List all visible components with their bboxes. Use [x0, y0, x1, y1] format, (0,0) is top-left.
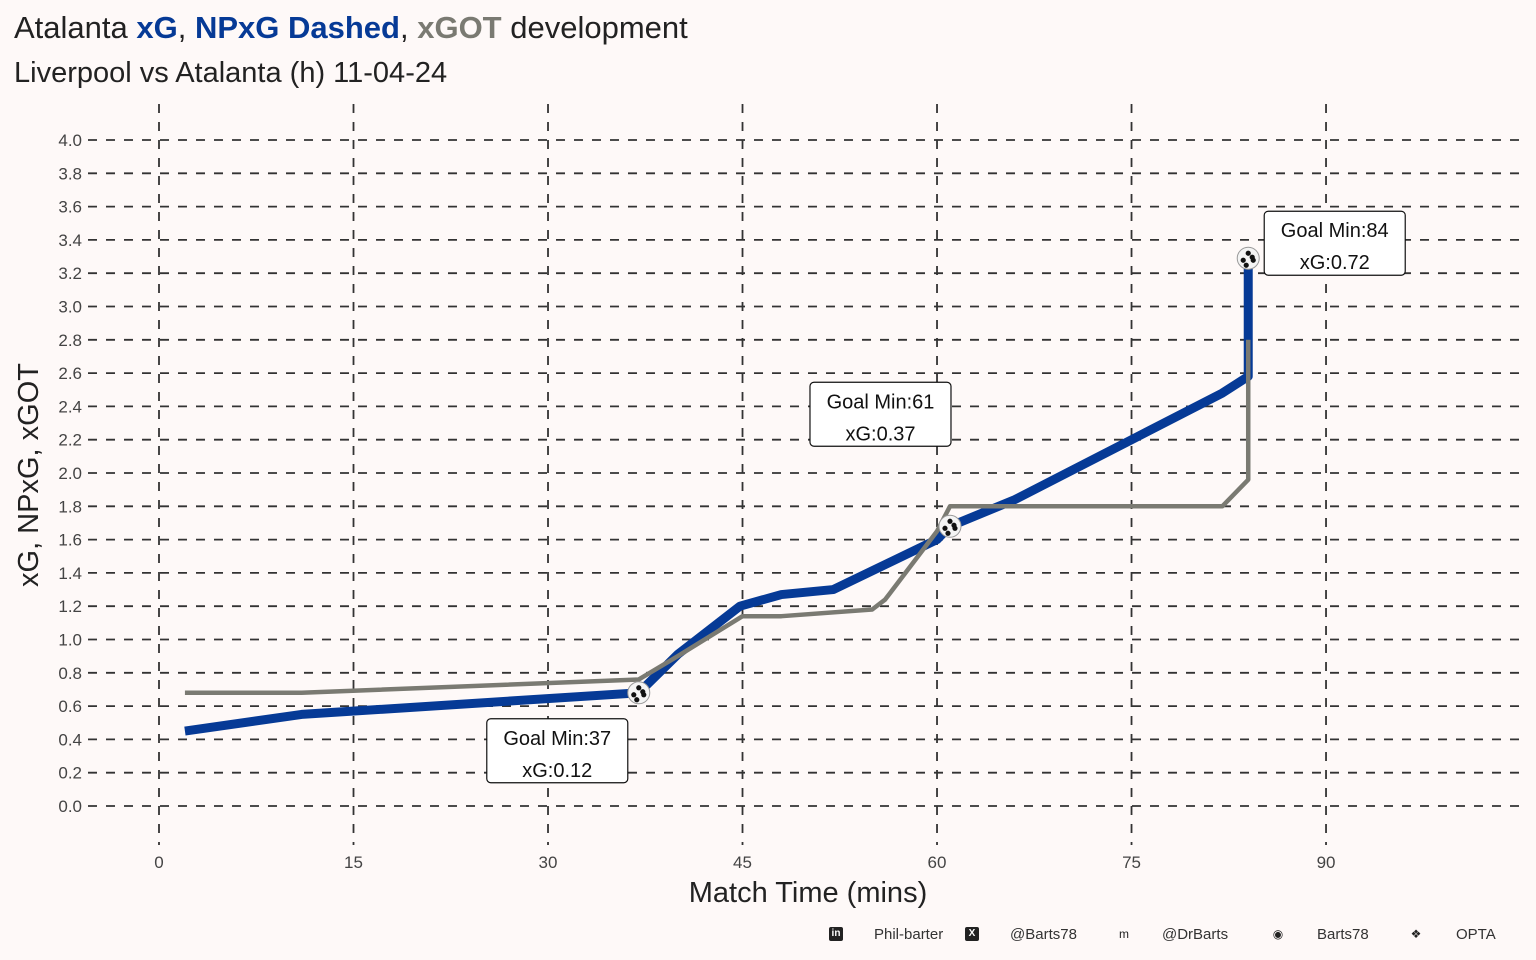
y-tick-label: 1.8: [58, 497, 82, 516]
x-tick-label: 30: [539, 853, 558, 872]
y-tick-label: 2.2: [58, 431, 82, 450]
goal-marker: [938, 514, 962, 538]
football-icon: [627, 681, 651, 705]
x-tick-label: 75: [1122, 853, 1141, 872]
football-patch: [947, 518, 953, 524]
football-patch: [942, 525, 948, 531]
goal-annotation-box: [486, 718, 629, 784]
goal-annotation-box: [809, 381, 952, 447]
football-patch: [1245, 250, 1251, 256]
x-tick-label: 60: [928, 853, 947, 872]
football-patch: [1243, 262, 1249, 268]
chart-subtitle: Liverpool vs Atalanta (h) 11-04-24: [14, 57, 448, 89]
football-patch: [634, 697, 640, 703]
goal-annotation-minute: Goal Min:37: [503, 728, 611, 750]
x-tick-label: 0: [154, 853, 163, 872]
y-tick-label: 2.4: [58, 397, 82, 416]
y-tick-label: 1.0: [58, 631, 82, 650]
y-tick-label: 0.0: [58, 797, 82, 816]
dropbox-icon: ❖: [1410, 927, 1422, 941]
footer-credit-text: @Barts78: [1010, 926, 1077, 943]
y-tick-label: 3.4: [58, 231, 82, 250]
title-sep: ,: [177, 10, 195, 45]
y-axis-label: xG, NPxG, xGOT: [13, 363, 45, 587]
y-tick-label: 2.8: [58, 331, 82, 350]
title-xgot: xGOT: [417, 10, 502, 45]
footer-credit-text: Barts78: [1317, 926, 1369, 943]
goal-annotation-box: [1263, 210, 1406, 276]
title-npxg: NPxG Dashed: [194, 10, 400, 45]
goal-annotation-minute: Goal Min:61: [827, 391, 935, 413]
y-tick-label: 0.8: [58, 664, 82, 683]
y-tick-label: 0.4: [58, 730, 82, 749]
goal-annotation-xg: xG:0.72: [1300, 252, 1370, 274]
football-patch: [1240, 257, 1246, 263]
y-tick-label: 4.0: [58, 131, 82, 150]
title-xg: xG: [136, 10, 178, 45]
x-axis-label: Match Time (mins): [689, 877, 927, 909]
y-tick-label: 0.2: [58, 764, 82, 783]
football-icon: [938, 514, 962, 538]
title-suffix: development: [501, 10, 688, 45]
x-tick-label: 15: [344, 853, 363, 872]
github-icon: ◉: [1272, 927, 1284, 941]
y-tick-label: 1.6: [58, 531, 82, 550]
chart-title: Atalanta xG, NPxG Dashed, xGOT developme…: [14, 10, 688, 46]
goal-annotation-xg: xG:0.37: [845, 423, 915, 445]
y-tick-label: 1.2: [58, 597, 82, 616]
x-tick-label: 45: [733, 853, 752, 872]
football-patch: [1249, 254, 1255, 260]
football-patch: [640, 689, 646, 695]
football-icon: [1236, 246, 1260, 270]
footer-credit-text: OPTA: [1456, 926, 1496, 943]
x-tick-label: 90: [1317, 853, 1336, 872]
footer-credit-text: @DrBarts: [1162, 926, 1229, 943]
goal-marker: [1236, 246, 1260, 270]
football-patch: [631, 692, 637, 698]
title-prefix: Atalanta: [14, 10, 137, 45]
goal-marker: [627, 681, 651, 705]
linkedin-icon: in: [829, 927, 843, 941]
series-line-xgot: [184, 339, 1251, 696]
mastodon-icon: m: [1119, 927, 1129, 941]
football-patch: [945, 530, 951, 536]
title-sep: ,: [399, 10, 418, 45]
y-tick-label: 2.6: [58, 364, 82, 383]
football-patch: [951, 522, 957, 528]
y-tick-label: 3.0: [58, 298, 82, 317]
x-icon: X: [965, 927, 979, 941]
y-tick-label: 3.8: [58, 164, 82, 183]
football-patch: [636, 685, 642, 691]
y-tick-label: 0.6: [58, 697, 82, 716]
goal-annotation-xg: xG:0.12: [522, 760, 592, 782]
y-tick-label: 1.4: [58, 564, 82, 583]
y-tick-label: 3.6: [58, 198, 82, 217]
y-tick-label: 3.2: [58, 264, 82, 283]
goal-annotation-minute: Goal Min:84: [1281, 220, 1389, 242]
series-line-xg: [184, 258, 1253, 736]
footer-credit-text: Phil-barter: [874, 926, 944, 943]
y-tick-label: 2.0: [58, 464, 82, 483]
